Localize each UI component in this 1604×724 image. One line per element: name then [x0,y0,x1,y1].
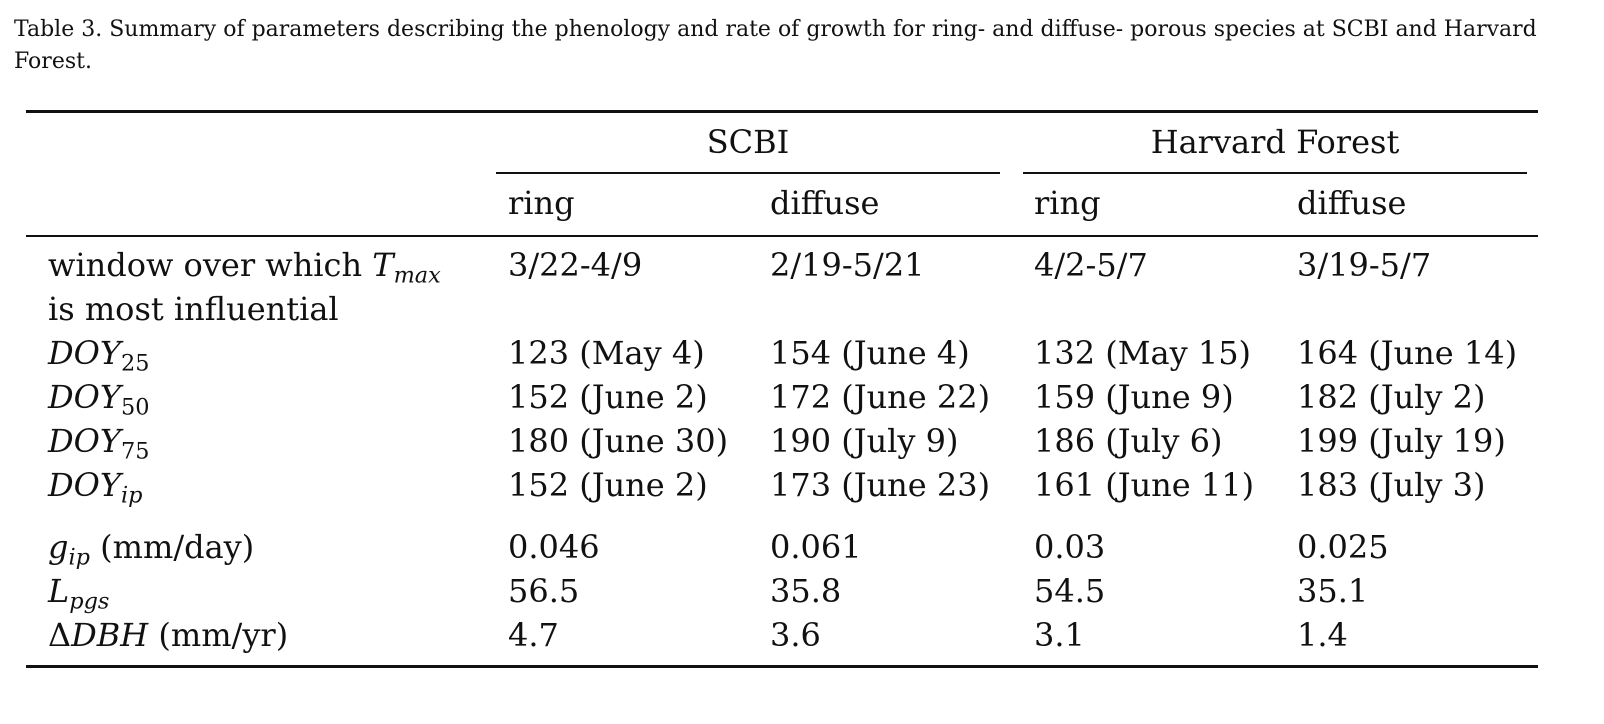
table-cell: 173 (June 23) [770,466,991,504]
row-label-tmax-window-line2: is most influential [48,290,339,328]
row-label-delta-dbh: ΔDBH (mm/yr) [48,616,289,654]
table-cell: 3.6 [770,616,821,654]
table-cell: 154 (June 4) [770,334,970,372]
table-cell: 35.8 [770,572,842,610]
table-cell: 2/19-5/21 [770,246,925,284]
table-cell: 132 (May 15) [1034,334,1252,372]
table-cell: 164 (June 14) [1297,334,1518,372]
table-cell: 159 (June 9) [1034,378,1234,416]
subheader-scbi-ring: ring [508,184,575,222]
table-cell: 3/19-5/7 [1297,246,1432,284]
row-label-doy75: DOY75 [48,422,150,465]
table-cell: 54.5 [1034,572,1106,610]
table-cell: 180 (June 30) [508,422,729,460]
table-cell: 182 (July 2) [1297,378,1486,416]
table-cell: 172 (June 22) [770,378,991,416]
row-label-lpgs: Lpgs [48,572,110,615]
table-cell: 152 (June 2) [508,466,708,504]
row-label-doy50: DOY50 [48,378,150,421]
table-cell: 190 (July 9) [770,422,959,460]
table-cell: 56.5 [508,572,580,610]
table-cell: 0.061 [770,528,862,566]
subheader-harvard-ring: ring [1034,184,1101,222]
group-header-harvard-forest: Harvard Forest [1150,123,1400,161]
table-cell: 161 (June 11) [1034,466,1255,504]
subheader-harvard-diffuse: diffuse [1297,184,1407,222]
table-cell: 1.4 [1297,616,1348,654]
subheader-scbi-diffuse: diffuse [770,184,880,222]
header-rule [26,235,1538,237]
table-cell: 186 (July 6) [1034,422,1223,460]
harvard-group-rule [1023,172,1527,174]
table-cell: 183 (July 3) [1297,466,1486,504]
table-cell: 199 (July 19) [1297,422,1506,460]
scbi-group-rule [496,172,1000,174]
row-label-doyip: DOYip [48,466,143,509]
row-label-doy25: DOY25 [48,334,150,377]
table-cell: 3/22-4/9 [508,246,643,284]
table-cell: 0.03 [1034,528,1106,566]
table-cell: 123 (May 4) [508,334,705,372]
table-cell: 4/2-5/7 [1034,246,1148,284]
row-label-tmax-window: window over which Tmax [48,246,441,289]
table-cell: 35.1 [1297,572,1369,610]
table-cell: 3.1 [1034,616,1085,654]
table-caption: Table 3. Summary of parameters describin… [14,17,1537,74]
top-rule [26,110,1538,113]
table-cell: 152 (June 2) [508,378,708,416]
row-label-gip: gip (mm/day) [48,528,255,571]
table-cell: 0.046 [508,528,600,566]
group-header-scbi: SCBI [706,123,790,161]
table-cell: 0.025 [1297,528,1389,566]
bottom-rule [26,665,1538,668]
table-cell: 4.7 [508,616,559,654]
